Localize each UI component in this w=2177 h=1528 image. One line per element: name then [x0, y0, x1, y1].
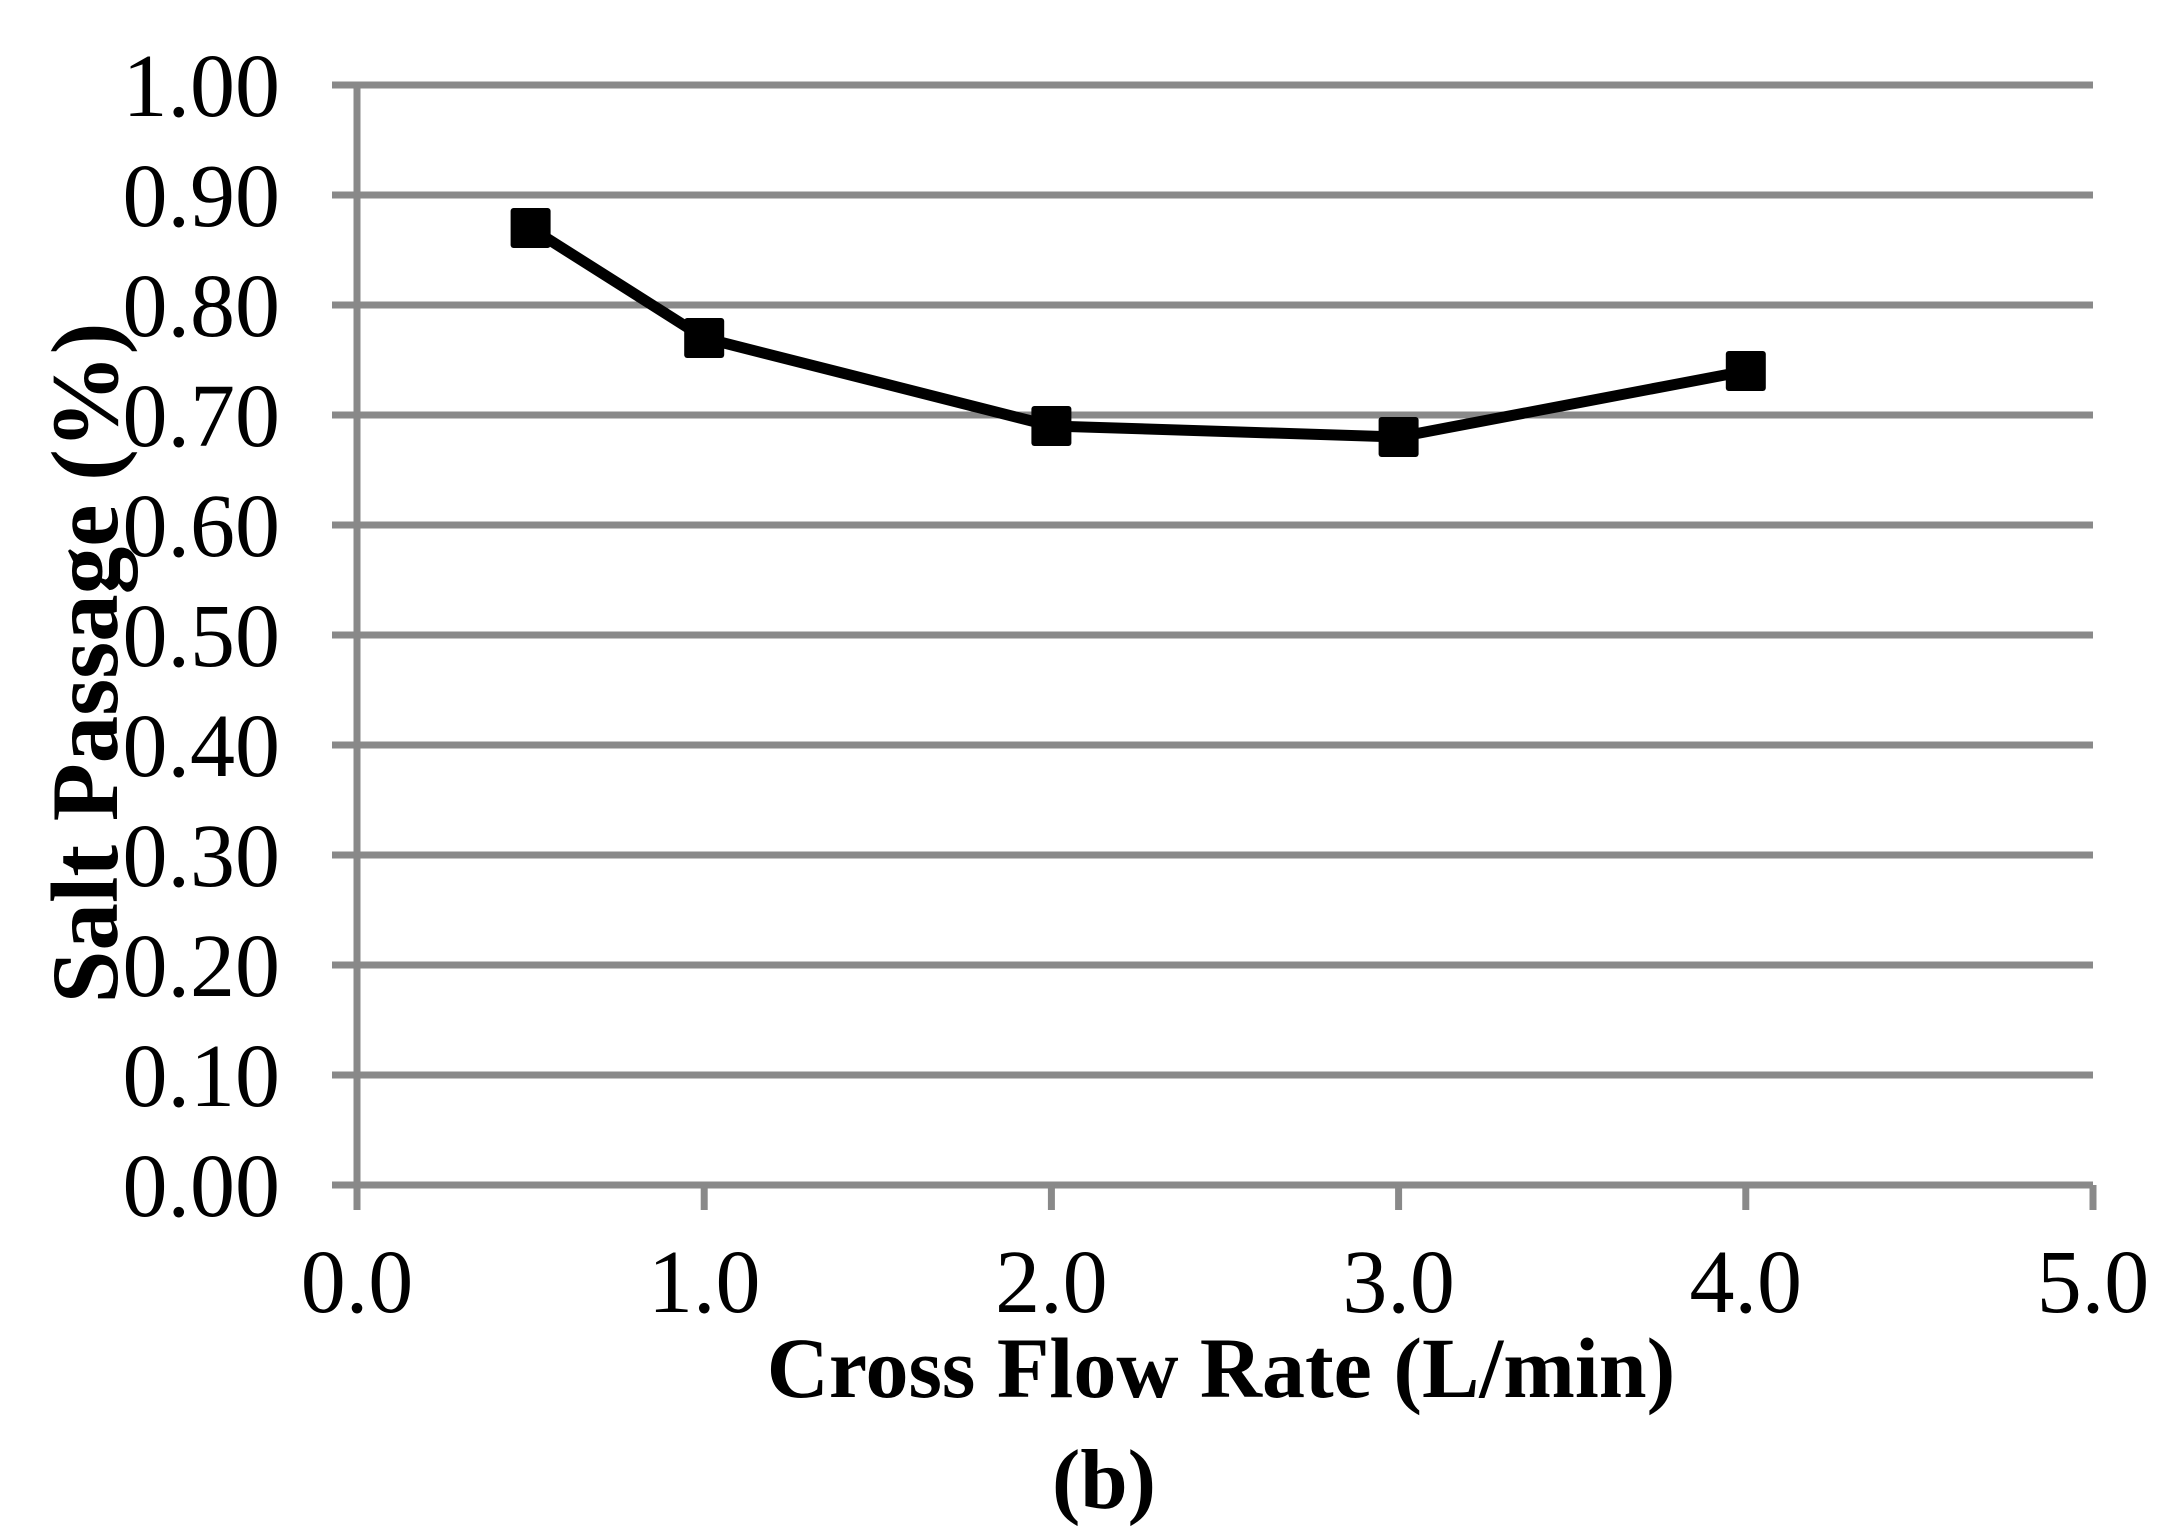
x-tick-label: 1.0	[648, 1233, 761, 1332]
x-axis-title: Cross Flow Rate (L/min)	[766, 1320, 1676, 1416]
y-tick-label: 0.00	[123, 1137, 281, 1236]
figure-caption: (b)	[1052, 1433, 1156, 1527]
y-axis-title: Salt Passage (%)	[32, 322, 138, 1004]
data-point-marker	[1725, 351, 1766, 391]
x-tick-label: 4.0	[1690, 1233, 1803, 1332]
x-tick-label: 5.0	[2037, 1233, 2150, 1332]
y-tick-label: 0.80	[123, 257, 281, 356]
y-tick-label: 0.20	[123, 917, 281, 1016]
y-tick-label: 0.60	[123, 477, 281, 576]
y-tick-label: 0.10	[123, 1027, 281, 1126]
data-point-marker	[1378, 417, 1419, 457]
x-tick-label: 2.0	[995, 1233, 1108, 1332]
data-point-marker	[684, 318, 725, 358]
y-tick-label: 0.30	[123, 807, 281, 906]
data-point-marker	[510, 208, 551, 248]
y-tick-label: 0.50	[123, 587, 281, 686]
data-point-marker	[1031, 406, 1072, 446]
y-tick-label: 1.00	[123, 37, 281, 136]
y-tick-label: 0.90	[123, 147, 281, 246]
y-tick-label: 0.40	[123, 697, 281, 796]
y-tick-label: 0.70	[123, 367, 281, 466]
x-tick-label: 0.0	[301, 1233, 414, 1332]
x-tick-label: 3.0	[1342, 1233, 1455, 1332]
